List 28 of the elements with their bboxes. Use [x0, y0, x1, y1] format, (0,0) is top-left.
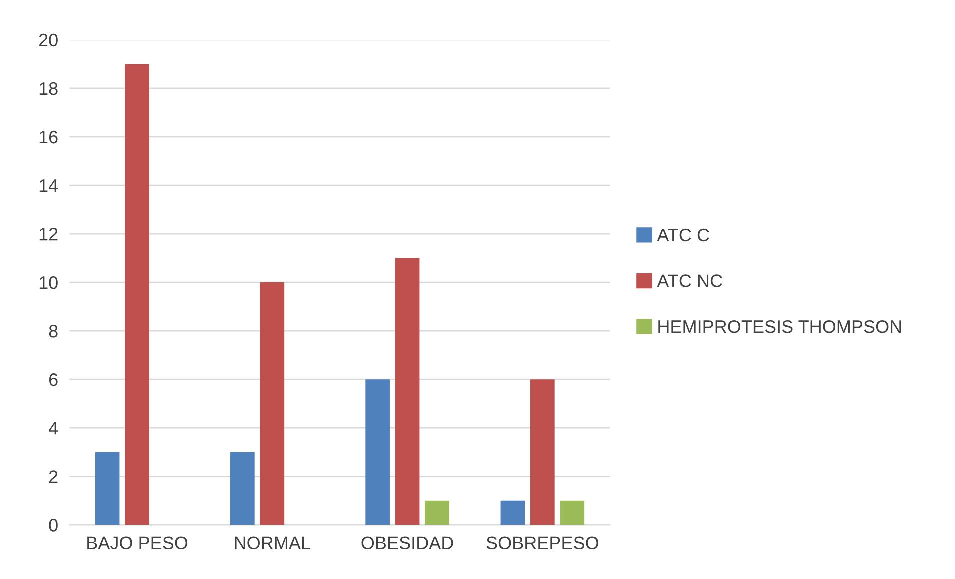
- y-tick-label: 14: [40, 180, 58, 192]
- legend-label: ATC NC: [657, 274, 722, 288]
- bar: [395, 258, 420, 526]
- y-tick-label: 16: [40, 130, 58, 144]
- bar: [366, 380, 390, 526]
- x-tick-label: NORMAL: [235, 536, 310, 550]
- bar: [500, 500, 526, 526]
- legend-label: ATC C: [657, 228, 710, 242]
- bar: [530, 380, 555, 526]
- legend-label: HEMIPROTESIS THOMPSON: [658, 320, 902, 334]
- y-tick-label: 4: [48, 422, 58, 435]
- y-tick-label: 0: [49, 519, 58, 532]
- y-tick-label: 18: [40, 82, 58, 96]
- x-tick-label: OBESIDAD: [362, 536, 454, 550]
- y-tick-label: 10: [40, 276, 58, 290]
- y-tick-label: 6: [49, 374, 58, 386]
- y-tick-label: 8: [49, 325, 58, 338]
- bar: [95, 452, 120, 526]
- bar: [425, 500, 450, 526]
- bar: [560, 500, 585, 526]
- y-tick-label: 2: [49, 470, 58, 484]
- bar: [125, 64, 150, 526]
- y-tick-label: 12: [40, 228, 58, 241]
- x-tick-label: BAJO PESO: [88, 536, 188, 550]
- y-tick-label: 20: [39, 34, 58, 47]
- x-tick-label: SOBREPESO: [486, 536, 599, 550]
- bar: [230, 452, 255, 526]
- bar: [260, 282, 285, 526]
